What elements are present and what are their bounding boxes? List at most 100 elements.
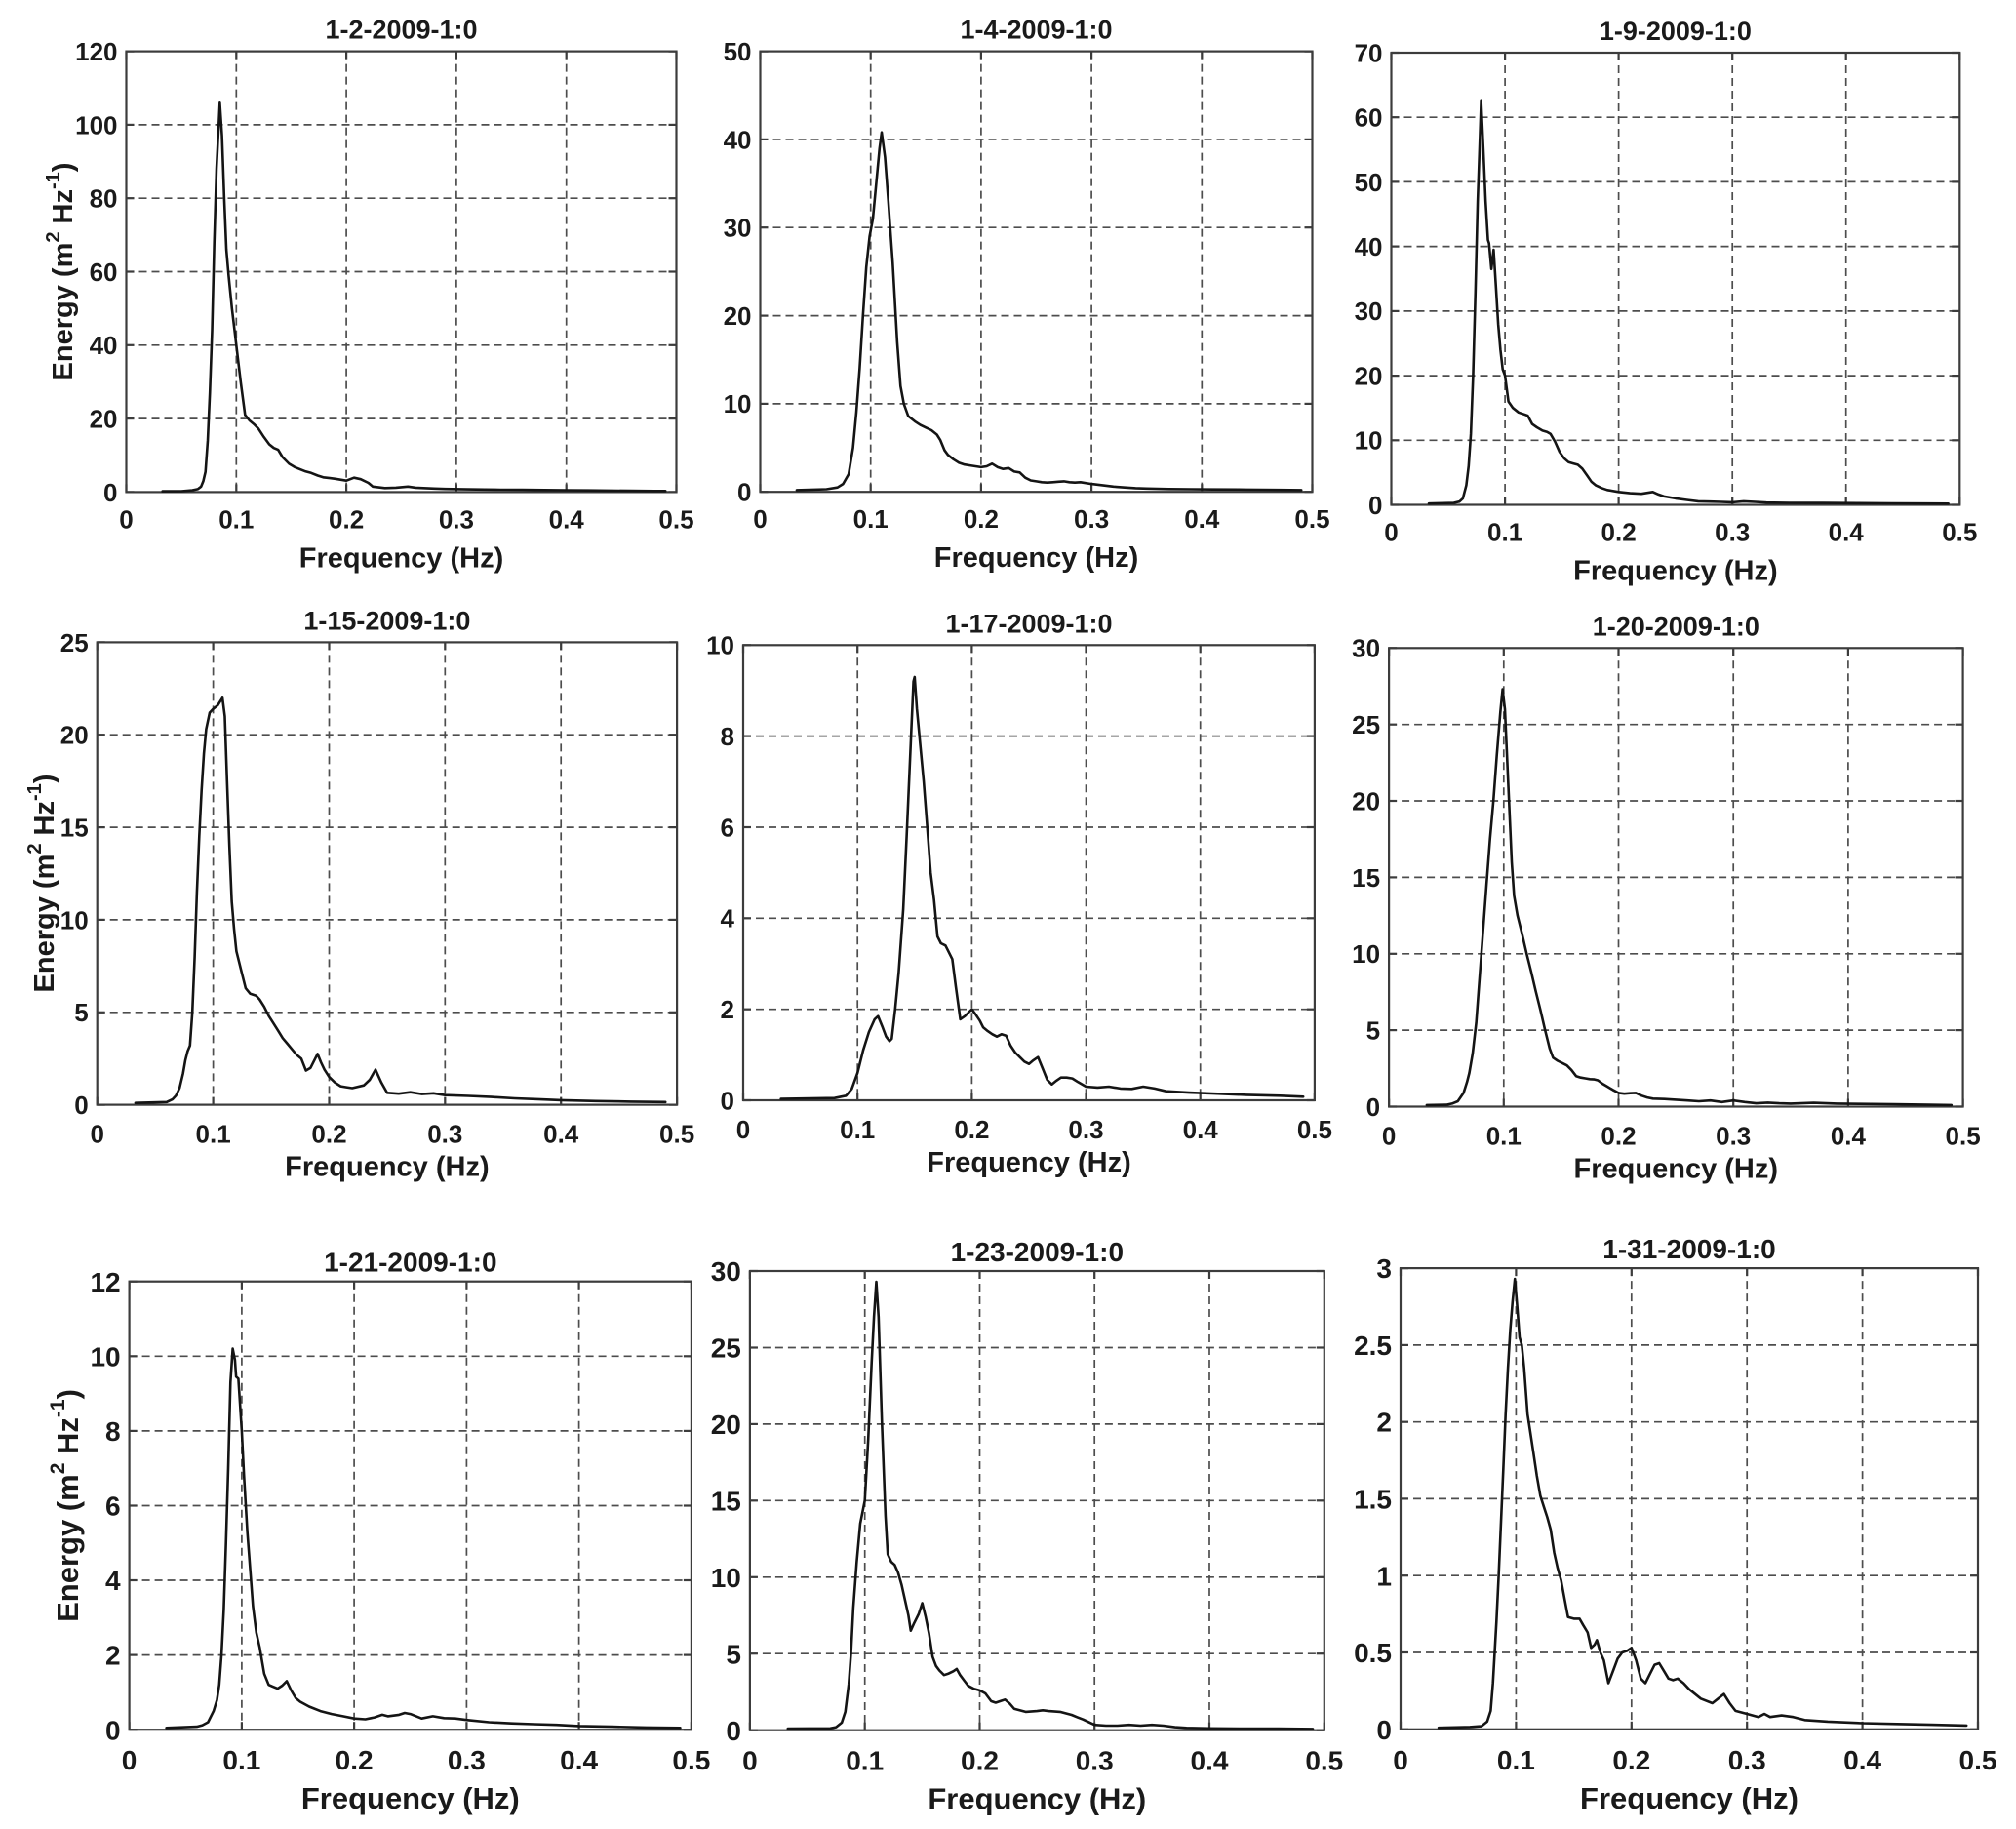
svg-text:0: 0 (726, 1716, 741, 1746)
svg-text:0: 0 (119, 504, 133, 534)
svg-text:1-15-2009-1:0: 1-15-2009-1:0 (303, 606, 470, 635)
svg-text:0: 0 (122, 1745, 138, 1775)
svg-text:Frequency (Hz): Frequency (Hz) (1573, 556, 1777, 587)
svg-text:10: 10 (706, 631, 734, 660)
svg-text:80: 80 (90, 184, 118, 214)
svg-text:0.3: 0.3 (1728, 1745, 1766, 1775)
svg-text:Frequency (Hz): Frequency (Hz) (1580, 1781, 1799, 1815)
svg-text:0.4: 0.4 (549, 504, 585, 534)
svg-text:50: 50 (724, 37, 752, 66)
svg-text:20: 20 (724, 301, 752, 331)
svg-text:1-9-2009-1:0: 1-9-2009-1:0 (1600, 17, 1752, 46)
svg-text:1: 1 (1376, 1561, 1392, 1591)
svg-text:0: 0 (1376, 1715, 1392, 1745)
svg-text:60: 60 (90, 258, 118, 287)
svg-text:20: 20 (711, 1410, 741, 1440)
svg-text:5: 5 (726, 1639, 741, 1669)
svg-text:10: 10 (711, 1563, 741, 1593)
svg-text:0: 0 (742, 1746, 758, 1776)
svg-text:Frequency (Hz): Frequency (Hz) (927, 1147, 1130, 1178)
svg-text:25: 25 (711, 1333, 741, 1364)
svg-text:0.5: 0.5 (672, 1745, 710, 1775)
svg-text:0.3: 0.3 (1076, 1746, 1114, 1776)
svg-text:0.4: 0.4 (543, 1120, 579, 1149)
svg-text:0: 0 (736, 1115, 750, 1144)
svg-text:0.2: 0.2 (1601, 518, 1637, 547)
svg-text:Frequency (Hz): Frequency (Hz) (1574, 1154, 1778, 1185)
svg-text:1-4-2009-1:0: 1-4-2009-1:0 (960, 16, 1112, 45)
svg-text:8: 8 (721, 722, 734, 751)
svg-text:0.1: 0.1 (196, 1120, 231, 1149)
svg-text:0.1: 0.1 (840, 1115, 875, 1144)
svg-text:0.3: 0.3 (1068, 1115, 1103, 1144)
svg-text:0: 0 (105, 1715, 121, 1745)
svg-text:15: 15 (60, 813, 89, 842)
svg-text:30: 30 (1352, 634, 1380, 663)
svg-text:1-20-2009-1:0: 1-20-2009-1:0 (1593, 612, 1759, 641)
svg-text:30: 30 (711, 1256, 741, 1287)
svg-text:0.5: 0.5 (1942, 518, 1977, 547)
svg-text:10: 10 (60, 905, 89, 934)
svg-text:15: 15 (711, 1486, 741, 1516)
svg-text:10: 10 (90, 1341, 120, 1372)
svg-text:20: 20 (90, 405, 118, 434)
svg-text:50: 50 (1355, 168, 1383, 197)
svg-text:0.1: 0.1 (853, 504, 889, 534)
svg-text:0.2: 0.2 (336, 1745, 374, 1775)
svg-text:0.5: 0.5 (1305, 1746, 1343, 1776)
svg-text:0.4: 0.4 (1829, 518, 1865, 547)
svg-text:Energy (m2 Hz-1): Energy (m2 Hz-1) (43, 163, 79, 381)
svg-text:0.2: 0.2 (954, 1115, 989, 1144)
svg-text:0: 0 (1393, 1745, 1408, 1775)
svg-text:Energy (m2 Hz-1): Energy (m2 Hz-1) (24, 775, 60, 993)
svg-text:0.4: 0.4 (1184, 504, 1220, 534)
svg-text:6: 6 (721, 813, 734, 842)
svg-text:0.5: 0.5 (659, 1120, 694, 1149)
svg-text:0.3: 0.3 (427, 1120, 462, 1149)
svg-text:0.4: 0.4 (1183, 1115, 1219, 1144)
svg-text:0.3: 0.3 (1074, 504, 1109, 534)
svg-text:0.1: 0.1 (218, 504, 254, 534)
svg-text:0: 0 (1382, 1122, 1396, 1151)
svg-text:Frequency (Hz): Frequency (Hz) (299, 542, 503, 574)
svg-text:4: 4 (721, 904, 735, 934)
svg-text:Frequency (Hz): Frequency (Hz) (301, 1781, 520, 1815)
svg-text:70: 70 (1355, 38, 1383, 67)
svg-text:0.5: 0.5 (1297, 1115, 1332, 1144)
svg-text:1-17-2009-1:0: 1-17-2009-1:0 (945, 609, 1112, 638)
svg-text:6: 6 (105, 1491, 121, 1522)
svg-text:0.5: 0.5 (1294, 504, 1329, 534)
svg-text:0: 0 (721, 1086, 734, 1115)
svg-text:60: 60 (1355, 103, 1383, 133)
svg-text:2.5: 2.5 (1354, 1331, 1392, 1361)
svg-text:Frequency (Hz): Frequency (Hz) (285, 1152, 489, 1183)
svg-text:0: 0 (74, 1091, 88, 1120)
svg-text:1-31-2009-1:0: 1-31-2009-1:0 (1602, 1234, 1775, 1264)
svg-text:0.5: 0.5 (658, 504, 693, 534)
svg-text:0: 0 (1384, 518, 1398, 547)
svg-text:0.1: 0.1 (1487, 518, 1522, 547)
svg-text:12: 12 (90, 1267, 120, 1297)
svg-text:2: 2 (721, 995, 734, 1024)
svg-text:40: 40 (90, 331, 118, 360)
svg-text:0.3: 0.3 (439, 504, 474, 534)
svg-text:0.1: 0.1 (1497, 1745, 1535, 1775)
svg-text:0.5: 0.5 (1959, 1745, 1997, 1775)
svg-text:0.4: 0.4 (560, 1745, 598, 1775)
svg-text:0: 0 (90, 1120, 103, 1149)
svg-text:8: 8 (105, 1416, 121, 1447)
svg-text:25: 25 (60, 628, 89, 657)
svg-text:30: 30 (1355, 297, 1383, 326)
svg-text:5: 5 (1366, 1016, 1380, 1046)
svg-text:100: 100 (75, 110, 117, 139)
svg-text:Frequency (Hz): Frequency (Hz) (928, 1782, 1146, 1816)
svg-text:1.5: 1.5 (1354, 1485, 1392, 1515)
svg-text:0.4: 0.4 (1831, 1122, 1867, 1151)
svg-text:5: 5 (74, 998, 88, 1027)
svg-text:0: 0 (1366, 1093, 1380, 1122)
svg-text:0: 0 (1368, 491, 1382, 520)
svg-text:0: 0 (737, 478, 751, 507)
svg-text:1-2-2009-1:0: 1-2-2009-1:0 (325, 16, 477, 45)
svg-text:120: 120 (75, 37, 117, 66)
svg-text:1-21-2009-1:0: 1-21-2009-1:0 (324, 1248, 496, 1278)
